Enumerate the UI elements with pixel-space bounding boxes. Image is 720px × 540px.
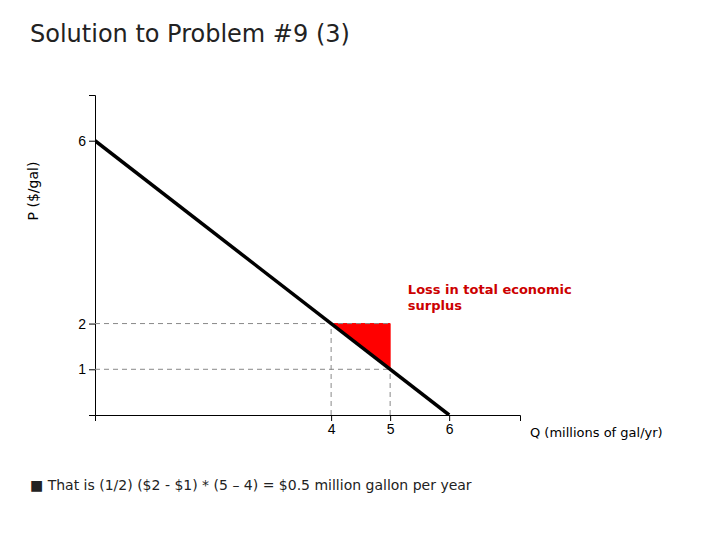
reference-line [95,323,390,324]
marks [95,141,449,415]
x-axis: 4 5 6 [96,415,521,437]
chart: Solution to Problem #9 (3) 4 5 6 1 2 6 Q (milli… [0,0,720,540]
reference-line [95,369,390,370]
tick-mark [89,141,95,142]
tick: 4 [328,415,336,437]
reference-line [390,369,391,415]
tick-label: 6 [78,133,86,149]
tick: 5 [387,415,395,437]
tick: 1 [78,361,95,377]
y-axis-label: P ($/gal) [25,162,41,221]
line [95,141,449,415]
tick: 6 [78,133,95,149]
tick: 2 [78,316,95,332]
plot: 4 5 6 1 2 6 [78,96,520,437]
tick: 6 [446,415,454,437]
tick-label: 4 [328,421,336,437]
tick-label: 1 [78,361,86,377]
axis-line [89,96,96,416]
reference-line [331,324,332,415]
y-axis: 1 2 6 [78,96,95,416]
title: Solution to Problem #9 (3) [30,20,350,48]
tick-mark [89,369,95,370]
tick-label: 2 [78,316,86,332]
note: ■ That is (1/2) ($2 - $1) * (5 – 4) = $0… [30,477,472,493]
tick-label: 5 [387,421,395,437]
annotation: Loss in total economicsurplus [408,282,572,313]
x-axis-label: Q (millions of gal/yr) [530,425,663,440]
tick-mark [89,324,95,325]
axis-line [96,416,521,422]
tick-label: 6 [446,421,454,437]
